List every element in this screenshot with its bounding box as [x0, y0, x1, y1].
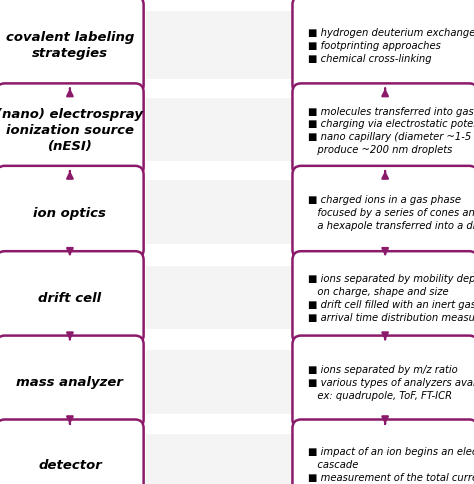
Text: ■ molecules transferred into gas phase
■ charging via electrostatic potential
■ : ■ molecules transferred into gas phase ■…	[308, 106, 474, 154]
FancyBboxPatch shape	[0, 84, 144, 177]
FancyBboxPatch shape	[292, 336, 474, 428]
FancyBboxPatch shape	[292, 166, 474, 259]
Text: ■ ions separated by m/z ratio
■ various types of analyzers available
   ex: quad: ■ ions separated by m/z ratio ■ various …	[308, 364, 474, 400]
FancyBboxPatch shape	[292, 0, 474, 94]
FancyBboxPatch shape	[0, 420, 144, 484]
FancyBboxPatch shape	[292, 420, 474, 484]
FancyBboxPatch shape	[292, 84, 474, 177]
FancyBboxPatch shape	[0, 252, 144, 344]
Text: ■ ions separated by mobility dependent
   on charge, shape and size
■ drift cell: ■ ions separated by mobility dependent o…	[308, 274, 474, 322]
Text: drift cell: drift cell	[38, 291, 101, 304]
FancyBboxPatch shape	[146, 12, 307, 80]
FancyBboxPatch shape	[146, 434, 307, 484]
Text: ■ hydrogen deuterium exchange (HDX)
■ footprinting approaches
■ chemical cross-l: ■ hydrogen deuterium exchange (HDX) ■ fo…	[308, 28, 474, 63]
Text: mass analyzer: mass analyzer	[17, 376, 123, 389]
FancyBboxPatch shape	[146, 350, 307, 414]
Text: detector: detector	[38, 458, 102, 470]
Text: covalent labeling
strategies: covalent labeling strategies	[6, 31, 134, 60]
FancyBboxPatch shape	[146, 181, 307, 244]
FancyBboxPatch shape	[0, 0, 144, 94]
FancyBboxPatch shape	[0, 336, 144, 428]
FancyBboxPatch shape	[146, 266, 307, 330]
FancyBboxPatch shape	[146, 99, 307, 162]
Text: ■ impact of an ion begins an electron
   cascade
■ measurement of the total curr: ■ impact of an ion begins an electron ca…	[308, 446, 474, 482]
FancyBboxPatch shape	[0, 166, 144, 259]
Text: (nano) electrospray
ionization source
(nESI): (nano) electrospray ionization source (n…	[0, 108, 144, 153]
Text: ■ charged ions in a gas phase
   focused by a series of cones and
   a hexapole : ■ charged ions in a gas phase focused by…	[308, 195, 474, 230]
FancyBboxPatch shape	[292, 252, 474, 344]
Text: ion optics: ion optics	[34, 206, 106, 219]
